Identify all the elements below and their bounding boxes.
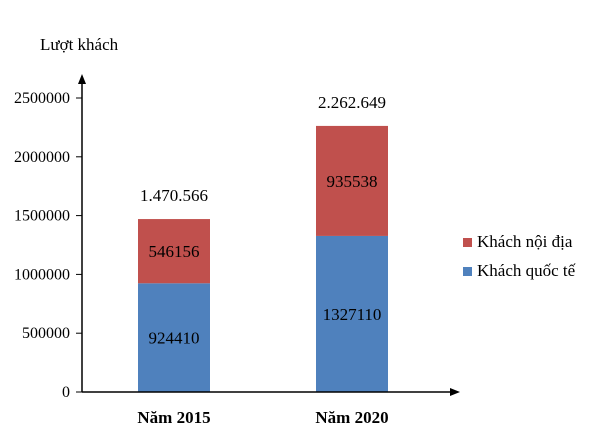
- y-axis-arrow: [78, 74, 86, 84]
- legend: Khách nội địa Khách quốc tế: [463, 232, 576, 280]
- y-tick-label: 1000000: [14, 266, 70, 283]
- legend-label: Khách nội địa: [477, 232, 573, 251]
- y-tick-label: 0: [62, 384, 70, 401]
- y-tick-label: 2000000: [14, 149, 70, 166]
- y-axis-title: Lượt khách: [40, 35, 119, 54]
- bar-total-label: 1.470.566: [140, 186, 208, 205]
- bar-value-label: 924410: [149, 329, 200, 348]
- x-category-label: Năm 2015: [137, 408, 210, 427]
- y-tick-label: 500000: [22, 325, 70, 342]
- legend-swatch: [463, 267, 472, 276]
- legend-swatch: [463, 238, 472, 247]
- bar-total-label: 2.262.649: [318, 93, 386, 112]
- axes: [78, 74, 460, 396]
- bar-value-label: 1327110: [323, 305, 382, 324]
- y-axis-ticks: 0 500000 1000000 1500000 2000000 2500000: [14, 90, 82, 401]
- y-tick-label: 2500000: [14, 90, 70, 107]
- bar-segment: [316, 235, 388, 392]
- bar-value-label: 935538: [327, 172, 378, 191]
- bar-segment: [138, 219, 210, 284]
- x-axis-arrow: [450, 388, 460, 396]
- x-category-label: Năm 2020: [315, 408, 388, 427]
- bar-segment: [316, 125, 388, 236]
- legend-label: Khách quốc tế: [477, 261, 576, 280]
- category-labels: Năm 2015 Năm 2020: [137, 408, 388, 427]
- y-tick-label: 1500000: [14, 208, 70, 225]
- bar-value-label: 546156: [149, 242, 200, 261]
- bar-segment: [138, 283, 210, 392]
- bars: 924410 546156 1.470.566 1327110 935538 2.262.…: [138, 93, 388, 392]
